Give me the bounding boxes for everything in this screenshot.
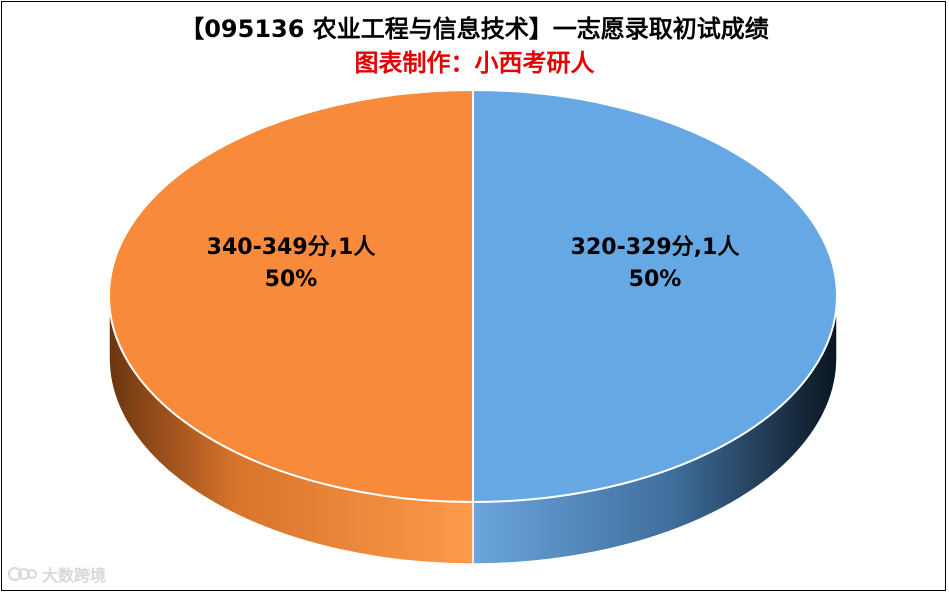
pie-slice xyxy=(108,88,474,504)
data-label-category: 320-329分,1人 xyxy=(571,235,740,260)
watermark-text: 大数跨境 xyxy=(42,566,107,585)
data-label-category: 340-349分,1人 xyxy=(207,235,376,260)
pie-labels: 320-329分,1人 50% 340-349分,1人 50% xyxy=(207,235,740,292)
pie-tops xyxy=(108,88,838,504)
pie-slice xyxy=(472,88,838,504)
chart-subtitle: 图表制作：小西考研人 xyxy=(354,49,595,77)
chart-title: 【095136 农业工程与信息技术】一志愿录取初试成绩 xyxy=(180,15,769,43)
data-label-percent: 50% xyxy=(629,267,682,292)
watermark-logo-icon xyxy=(8,567,37,581)
watermark: 大数跨境 xyxy=(8,563,106,585)
data-label-percent: 50% xyxy=(265,267,318,292)
